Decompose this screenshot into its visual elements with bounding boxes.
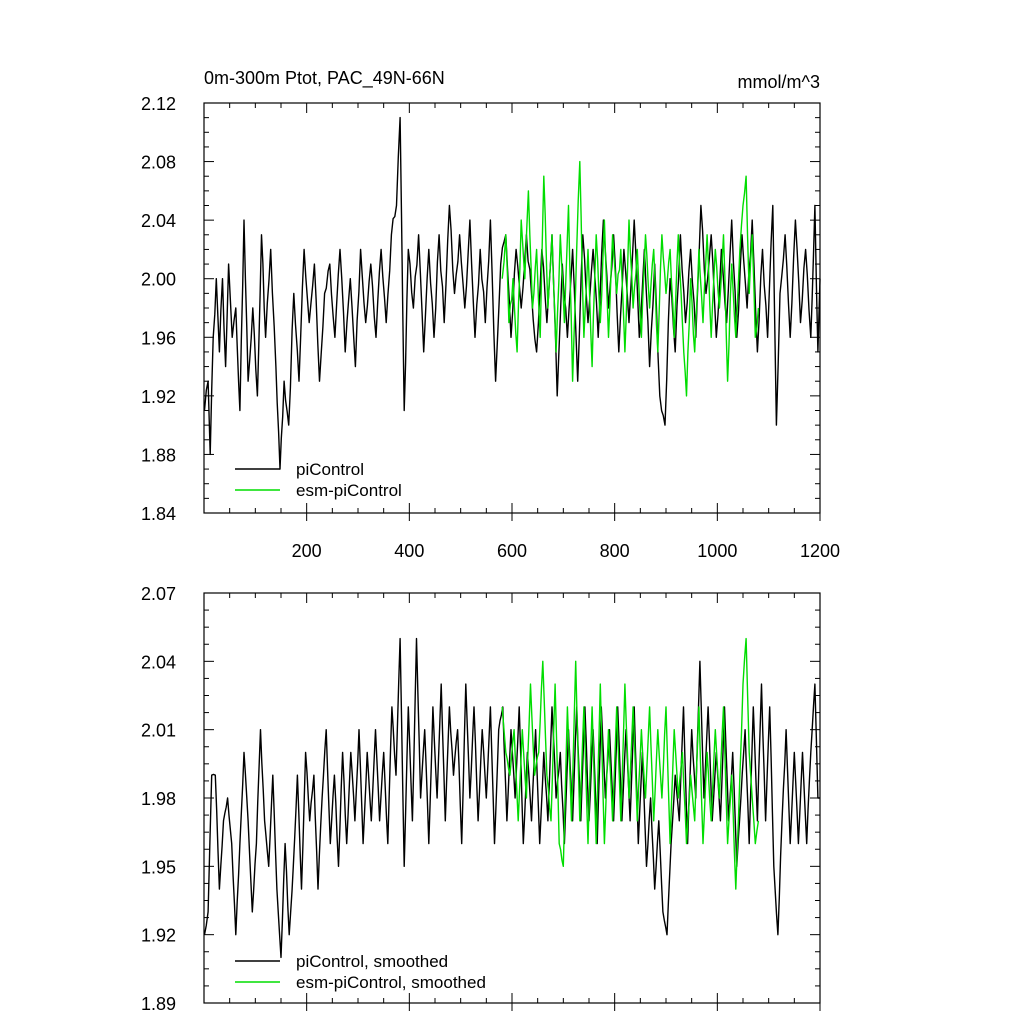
y-tick-label: 2.07 <box>141 584 176 604</box>
y-tick-label: 1.89 <box>141 994 176 1014</box>
chart-bottom: 1.89 1.92 1.95 1.98 2.01 2.04 2.07 piControl, … <box>141 584 821 1014</box>
series-layer <box>203 637 820 959</box>
x-tick-label: 800 <box>600 541 630 561</box>
legend-label-picontrol: piControl <box>296 460 364 479</box>
y-tick-label: 2.00 <box>141 270 176 290</box>
x-tick-label: 1200 <box>800 541 840 561</box>
y-tick-label: 2.12 <box>141 94 176 114</box>
y-tick-label: 2.04 <box>141 652 176 672</box>
legend: piControl esm-piControl <box>235 460 402 500</box>
series-line-picontrol-smoothed <box>203 637 820 959</box>
y-tick-label: 2.08 <box>141 153 176 173</box>
y-tick-label: 1.88 <box>141 445 176 465</box>
legend-label-esm-picontrol: esm-piControl <box>296 481 402 500</box>
y-tick-label: 1.92 <box>141 387 176 407</box>
x-tick-label: 600 <box>497 541 527 561</box>
chart-title: 0m-300m Ptot, PAC_49N-66N <box>204 68 445 89</box>
y-tick-label: 1.92 <box>141 926 176 946</box>
y-tick-label: 1.95 <box>141 857 176 877</box>
x-tick-label: 200 <box>292 541 322 561</box>
y-tick-label: 2.01 <box>141 721 176 741</box>
y-tick-label: 2.04 <box>141 211 176 231</box>
x-tick-label: 400 <box>394 541 424 561</box>
legend-label-esm-picontrol-smoothed: esm-piControl, smoothed <box>296 973 486 992</box>
legend-label-picontrol-smoothed: piControl, smoothed <box>296 952 448 971</box>
ticks-layer: 1.84 1.88 1.92 1.96 2.00 2.04 2.08 2.12 200 400 60… <box>141 94 840 561</box>
y-tick-label: 1.84 <box>141 504 176 524</box>
legend: piControl, smoothed esm-piControl, smoot… <box>235 952 486 992</box>
x-tick-label: 1000 <box>697 541 737 561</box>
y-tick-label: 1.98 <box>141 789 176 809</box>
series-line-esm-picontrol-smoothed <box>501 637 760 890</box>
units-label: mmol/m^3 <box>738 72 820 92</box>
y-tick-label: 1.96 <box>141 328 176 348</box>
series-line-esm-picontrol <box>501 160 760 397</box>
chart-top: 0m-300m Ptot, PAC_49N-66N mmol/m^3 1.841… <box>141 68 840 561</box>
ticks-layer: 1.89 1.92 1.95 1.98 2.01 2.04 2.07 <box>141 584 821 1014</box>
series-layer <box>203 116 821 470</box>
